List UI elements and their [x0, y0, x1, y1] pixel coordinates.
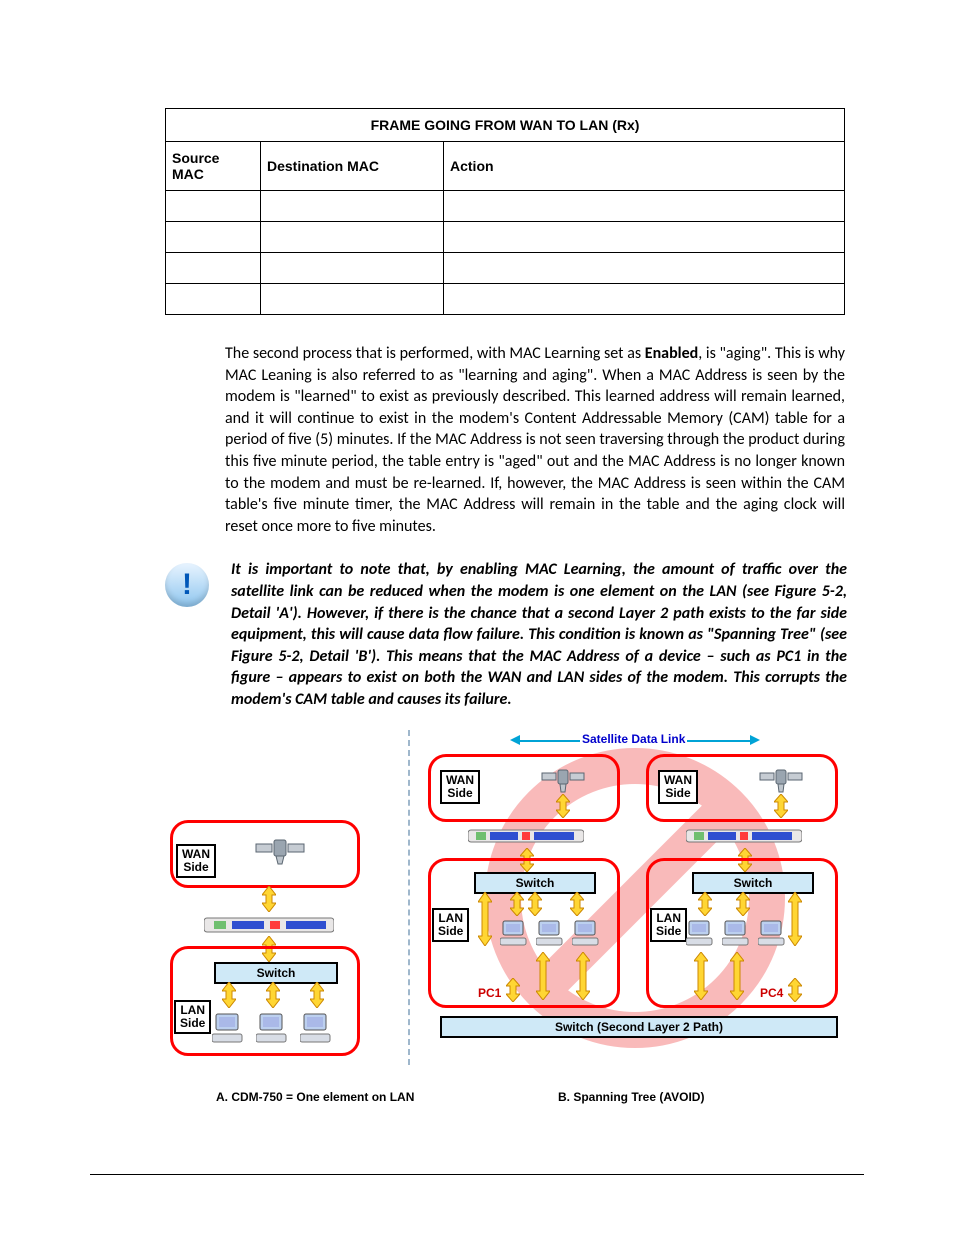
- col-action: Action: [444, 142, 845, 191]
- frame-table: FRAME GOING FROM WAN TO LAN (Rx) Source …: [165, 108, 845, 315]
- pc-icon: [212, 1012, 246, 1046]
- switch-bar-b1: Switch: [474, 872, 596, 894]
- switch-bar-a: Switch: [214, 962, 338, 984]
- aging-paragraph: The second process that is performed, wi…: [225, 343, 845, 537]
- yellow-arrow-icon: [510, 892, 524, 916]
- yellow-arrow-icon: [570, 892, 584, 916]
- pc4-label: PC4: [760, 986, 783, 1000]
- pc-icon: [572, 920, 602, 950]
- yellow-arrow-icon: [506, 978, 520, 1002]
- lan-label-b1: LAN Side: [432, 908, 469, 942]
- yellow-arrow-icon: [478, 892, 492, 946]
- satellite-link-label: Satellite Data Link: [580, 732, 687, 746]
- wan-label-a: WAN Side: [176, 844, 216, 878]
- detail-a: WAN Side LAN Side: [166, 790, 398, 1065]
- yellow-arrow-icon: [694, 952, 708, 1000]
- lan-label-b2: LAN Side: [650, 908, 687, 942]
- yellow-arrow-icon: [774, 794, 788, 818]
- yellow-arrow-icon: [788, 892, 802, 946]
- modem-icon: [468, 826, 584, 848]
- yellow-arrow-icon: [262, 886, 276, 912]
- yellow-arrow-icon: [576, 952, 590, 1000]
- pc-icon: [758, 920, 788, 950]
- yellow-arrow-icon: [788, 978, 802, 1002]
- satellite-icon: [252, 828, 308, 868]
- table-row: [166, 191, 845, 222]
- yellow-arrow-icon: [222, 982, 236, 1008]
- yellow-arrow-icon: [730, 952, 744, 1000]
- col-destination-mac: Destination MAC: [261, 142, 444, 191]
- caption-b: B. Spanning Tree (AVOID): [558, 1090, 704, 1104]
- modem-icon: [204, 912, 334, 938]
- satellite-icon: [756, 760, 806, 796]
- table-title-row: FRAME GOING FROM WAN TO LAN (Rx): [166, 109, 845, 142]
- pc-icon: [256, 1012, 290, 1046]
- yellow-arrow-icon: [528, 892, 542, 916]
- table-row: [166, 253, 845, 284]
- footer-rule: [90, 1174, 864, 1175]
- table-title: FRAME GOING FROM WAN TO LAN (Rx): [166, 109, 845, 142]
- yellow-arrow-icon: [556, 794, 570, 818]
- document-page: FRAME GOING FROM WAN TO LAN (Rx) Source …: [0, 0, 954, 1235]
- col-source-mac: Source MAC: [166, 142, 261, 191]
- yellow-arrow-icon: [266, 982, 280, 1008]
- yellow-arrow-icon: [536, 952, 550, 1000]
- satellite-icon: [538, 760, 588, 796]
- pc-icon: [686, 920, 716, 950]
- table-row: [166, 222, 845, 253]
- detail-b: Satellite Data Link WAN Side LAN Side Sw…: [420, 730, 850, 1065]
- note-icon-wrap: !: [165, 559, 221, 607]
- table-row: [166, 284, 845, 315]
- pc-icon: [500, 920, 530, 950]
- switch-bar-b2: Switch: [692, 872, 814, 894]
- pane-divider: [408, 730, 410, 1065]
- para-pre: The second process that is performed, wi…: [225, 344, 645, 363]
- para-bold: Enabled: [645, 344, 698, 363]
- important-note: ! It is important to note that, by enabl…: [165, 559, 864, 710]
- yellow-arrow-icon: [736, 892, 750, 916]
- arrow-head-left-icon: [510, 735, 520, 745]
- table-header-row: Source MAC Destination MAC Action: [166, 142, 845, 191]
- wan-label-b1: WAN Side: [440, 770, 480, 804]
- yellow-arrow-icon: [698, 892, 712, 916]
- pc-icon: [536, 920, 566, 950]
- para-post: , is "aging". This is why MAC Leaning is…: [225, 344, 845, 536]
- arrow-head-right-icon: [750, 735, 760, 745]
- pc-icon: [722, 920, 752, 950]
- note-text: It is important to note that, by enablin…: [231, 559, 847, 710]
- yellow-arrow-icon: [310, 982, 324, 1008]
- alert-glyph: !: [182, 568, 192, 602]
- pc-icon: [300, 1012, 334, 1046]
- alert-icon: !: [165, 563, 209, 607]
- lan-label-a: LAN Side: [174, 1000, 211, 1034]
- second-switch-bar: Switch (Second Layer 2 Path): [440, 1016, 838, 1038]
- figure-5-2: WAN Side LAN Side: [165, 729, 847, 1066]
- caption-a: A. CDM-750 = One element on LAN: [216, 1090, 414, 1104]
- wan-label-b2: WAN Side: [658, 770, 698, 804]
- modem-icon: [686, 826, 802, 848]
- pc1-label: PC1: [478, 986, 501, 1000]
